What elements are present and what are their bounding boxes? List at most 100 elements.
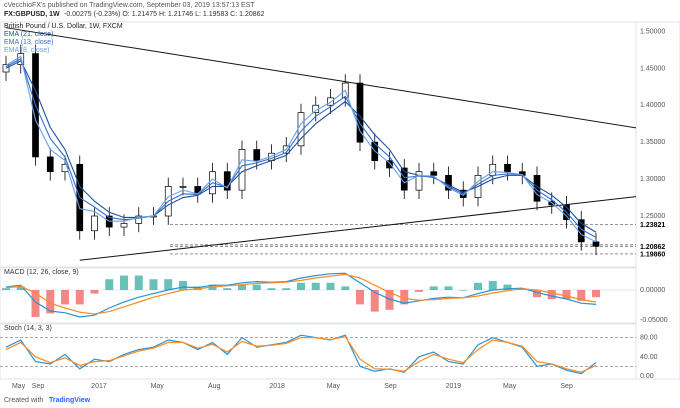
macd-hist-bar bbox=[179, 281, 187, 290]
trendline bbox=[5, 27, 637, 129]
candle-body bbox=[179, 186, 187, 188]
macd-hist-bar bbox=[267, 288, 276, 290]
level-tag: 1.23821 bbox=[640, 222, 665, 229]
candle-body bbox=[504, 163, 511, 173]
author-line: cVecchioFX's published on TradingView.co… bbox=[4, 2, 255, 9]
macd-hist-bar bbox=[429, 286, 438, 290]
macd-hist-bar bbox=[547, 290, 556, 299]
macd-hist-bar bbox=[46, 290, 55, 314]
trendline bbox=[79, 196, 637, 261]
macd-hist-bar bbox=[444, 286, 453, 290]
level-tag-bg bbox=[637, 220, 679, 229]
time-tick: May bbox=[327, 383, 341, 390]
macd-hist-bar bbox=[592, 290, 600, 298]
candle-body bbox=[238, 149, 246, 191]
price-plot bbox=[2, 27, 637, 261]
candle-body bbox=[135, 215, 143, 224]
price-axis[interactable] bbox=[635, 21, 680, 380]
stoch-pane[interactable] bbox=[0, 323, 637, 380]
macd-legend[interactable]: MACD (12, 26, close, 9) bbox=[4, 269, 79, 276]
stoch-tick: 40.00 bbox=[640, 354, 658, 361]
time-tick: 2019 bbox=[446, 383, 462, 390]
macd-hist-bar bbox=[356, 290, 364, 305]
time-tick: Aug bbox=[208, 383, 221, 390]
macd-hist-bar bbox=[474, 282, 482, 290]
price-tick: 1.45000 bbox=[640, 65, 665, 72]
footer-created-with: Created with bbox=[4, 397, 44, 404]
macd-hist-bar bbox=[533, 290, 541, 298]
macd-tick: 0.00000 bbox=[640, 287, 665, 294]
ema-line-8 bbox=[5, 55, 597, 243]
stoch-tick: 0.00 bbox=[640, 373, 654, 380]
macd-hist-bar bbox=[90, 290, 99, 294]
macd-hist-bar bbox=[341, 286, 350, 290]
price-tick: 1.40000 bbox=[640, 102, 665, 109]
macd-hist-bar bbox=[459, 290, 468, 291]
macd-hist-bar bbox=[149, 279, 158, 290]
candle-body bbox=[91, 215, 98, 232]
macd-hist-bar bbox=[385, 290, 394, 310]
stoch-tick: 80.00 bbox=[640, 335, 658, 342]
macd-hist-bar bbox=[61, 290, 69, 305]
candle-body bbox=[415, 171, 423, 191]
macd-hist-bar bbox=[75, 290, 84, 305]
time-tick: May bbox=[12, 383, 26, 390]
macd-hist-bar bbox=[31, 290, 40, 317]
stoch-plot bbox=[0, 334, 636, 375]
candle-body bbox=[386, 160, 393, 169]
time-tick: Sep bbox=[560, 383, 573, 390]
macd-hist-bar bbox=[105, 279, 114, 290]
macd-hist-bar bbox=[120, 275, 128, 290]
candle-body bbox=[120, 223, 128, 228]
legend-ema21[interactable]: EMA (21, close) bbox=[4, 31, 54, 38]
macd-hist-bar bbox=[370, 290, 379, 312]
candle-body bbox=[430, 171, 438, 176]
time-tick: May bbox=[151, 383, 165, 390]
candle-body bbox=[223, 171, 231, 191]
candle-body bbox=[253, 149, 261, 161]
macd-hist-bar bbox=[282, 288, 291, 290]
price-tick: 1.30000 bbox=[640, 176, 665, 183]
legend-ema8[interactable]: EMA (8, close) bbox=[4, 47, 50, 54]
macd-hist-bar bbox=[562, 290, 571, 299]
price-tick: 1.35000 bbox=[640, 139, 665, 146]
legend-ema13[interactable]: EMA (13, close) bbox=[4, 39, 54, 46]
level-tag: 1.20862 bbox=[640, 244, 665, 251]
time-tick: Sep bbox=[384, 383, 397, 390]
macd-signal-line bbox=[5, 273, 597, 315]
macd-hist-bar bbox=[238, 284, 246, 290]
time-tick: Sep bbox=[32, 383, 45, 390]
macd-hist-bar bbox=[577, 290, 586, 301]
macd-hist-bar bbox=[297, 282, 305, 290]
candle-body bbox=[489, 163, 497, 176]
symbol-label: FX:GBPUSD, 1W bbox=[4, 11, 60, 18]
stoch-legend[interactable]: Stoch (14, 3, 3) bbox=[4, 325, 52, 332]
candle-body bbox=[61, 163, 69, 173]
main-legend-title: British Pound / U.S. Dollar, 1W, FXCM bbox=[4, 23, 123, 30]
macd-hist-bar bbox=[164, 279, 173, 290]
price-tick: 1.25000 bbox=[640, 213, 665, 220]
time-tick: 2018 bbox=[269, 383, 285, 390]
time-tick: 2017 bbox=[91, 383, 107, 390]
candle-body bbox=[327, 97, 334, 106]
level-tag: 1.19860 bbox=[640, 251, 665, 258]
macd-plot bbox=[0, 272, 636, 318]
candle-body bbox=[592, 241, 600, 247]
macd-hist-bar bbox=[134, 275, 143, 290]
level-tag-bg bbox=[637, 249, 679, 258]
candle-body bbox=[445, 175, 452, 191]
macd-line bbox=[5, 272, 597, 318]
time-tick: May bbox=[503, 383, 517, 390]
macd-hist-bar bbox=[16, 286, 25, 290]
ohlc-readout: -0.00275 (-0.23%) O: 1.21475 H: 1.21746 … bbox=[64, 11, 265, 18]
macd-hist-bar bbox=[252, 284, 261, 290]
stoch-d-line bbox=[5, 335, 597, 373]
macd-hist-bar bbox=[2, 288, 10, 290]
tradingview-logo[interactable]: TradingView bbox=[49, 397, 91, 404]
candle-body bbox=[46, 156, 54, 173]
price-tick: 1.50000 bbox=[640, 28, 665, 35]
macd-hist-bar bbox=[326, 282, 335, 290]
macd-hist-bar bbox=[503, 284, 512, 290]
ema-line-13 bbox=[5, 57, 597, 238]
